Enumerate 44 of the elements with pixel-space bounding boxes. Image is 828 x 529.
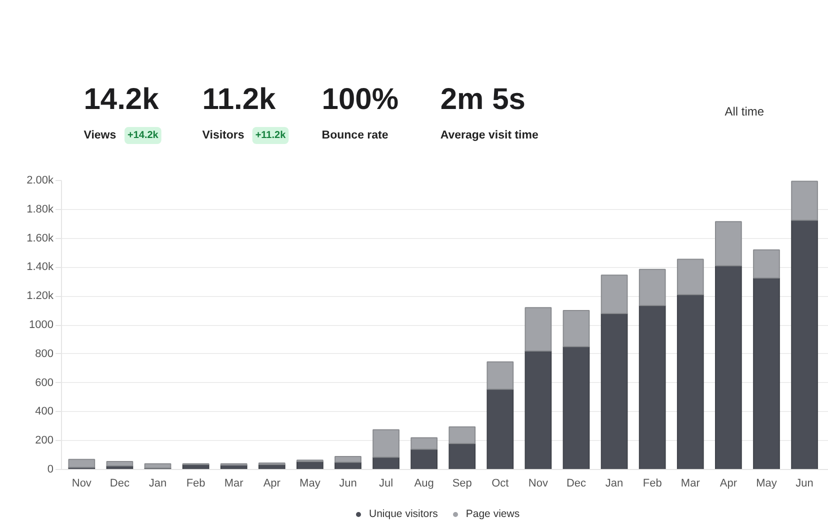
x-tick-label: Jan [605, 478, 624, 490]
legend-label: Page views [466, 508, 520, 520]
y-tick-label: 600 [35, 376, 54, 389]
x-tick-label: Sep [452, 478, 472, 490]
y-tick-label: 1.60k [26, 232, 54, 244]
y-tick-label: 800 [35, 348, 54, 360]
x-tick-label: Oct [492, 478, 509, 490]
text: All time [724, 104, 764, 118]
y-tick-label: 1000 [29, 319, 54, 331]
x-tick-label: Dec [110, 478, 130, 490]
x-tick-label: Nov [72, 478, 92, 490]
text: Bounce rate [322, 130, 388, 142]
text: +11.2k [255, 130, 286, 141]
x-tick-label: Apr [263, 478, 281, 490]
x-tick-label: Mar [680, 478, 700, 490]
x-tick-label: Jun [339, 478, 357, 490]
text: Visitors [202, 130, 244, 142]
text: Average visit time [440, 130, 538, 142]
y-tick-label: 0 [47, 464, 54, 476]
x-tick-label: May [756, 478, 778, 490]
x-tick-label: Nov [528, 478, 548, 490]
y-tick-label: 200 [35, 434, 54, 447]
x-tick-label: Jul [379, 478, 394, 490]
x-tick-label: Apr [720, 478, 738, 490]
x-tick-label: Jun [796, 478, 814, 490]
x-tick-label: Jan [148, 478, 167, 490]
legend-label: Unique visitors [369, 508, 438, 520]
text: +14.2k [127, 130, 159, 141]
y-tick-label: 400 [35, 406, 54, 418]
x-tick-label: May [300, 478, 321, 490]
y-tick-label: 1.20k [26, 290, 54, 302]
x-tick-label: Feb [186, 478, 206, 490]
text: 14.2k [84, 83, 160, 116]
x-tick-label: Mar [224, 478, 244, 490]
text: Views [84, 130, 116, 142]
y-tick-label: 1.40k [26, 261, 54, 274]
x-tick-label: Feb [642, 478, 662, 490]
y-tick-label: 2.00k [26, 174, 54, 186]
text: 100% [322, 83, 399, 116]
x-tick-label: Aug [414, 478, 434, 490]
text: 11.2k [202, 83, 276, 116]
y-tick-label: 1.80k [26, 203, 54, 216]
x-tick-label: Dec [566, 478, 587, 490]
text: 2m 5s [440, 83, 526, 116]
